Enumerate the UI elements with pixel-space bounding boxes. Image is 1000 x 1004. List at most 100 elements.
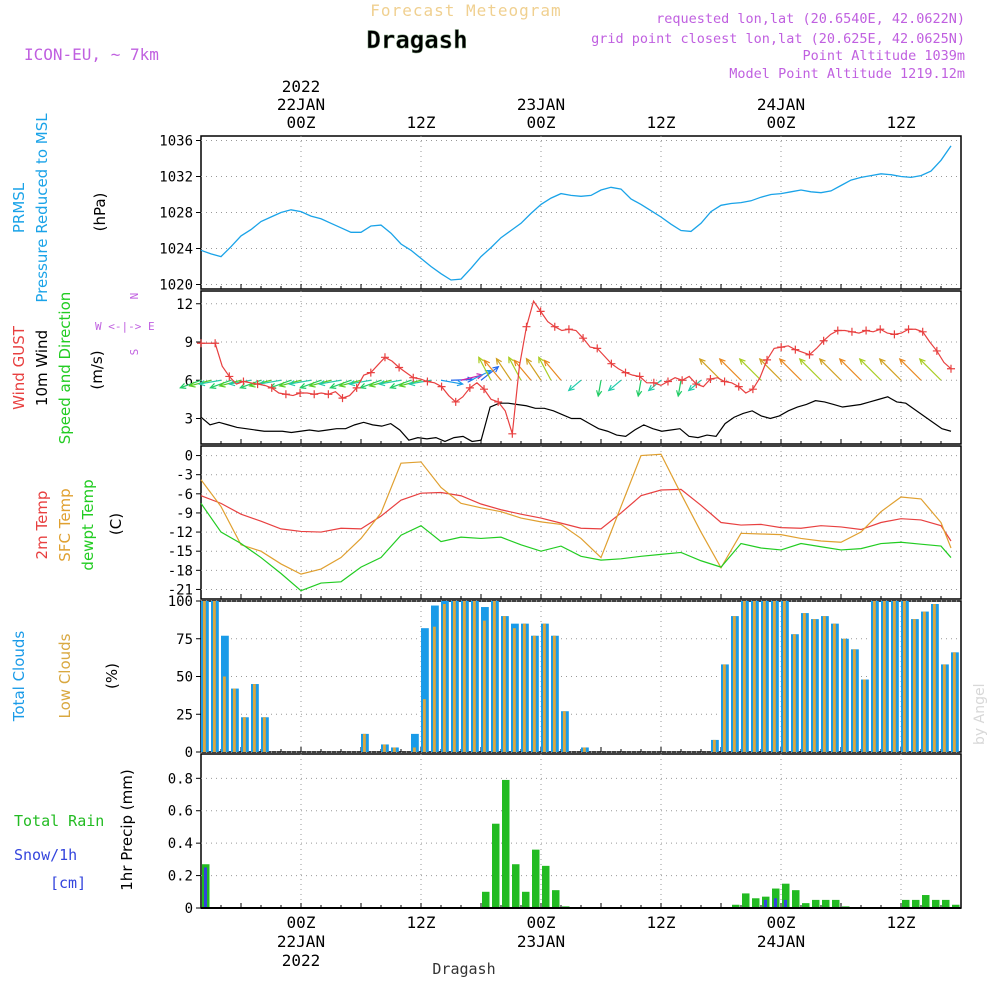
gust-marker bbox=[791, 345, 800, 354]
gust-marker bbox=[451, 397, 460, 406]
wind-arrow bbox=[508, 357, 522, 381]
y-tick-label: 0.8 bbox=[168, 771, 193, 787]
snow-bar bbox=[774, 898, 777, 908]
time-axis-label: 00Z bbox=[527, 913, 556, 932]
wind-arrow bbox=[608, 379, 622, 391]
total-clouds-label: Total Clouds bbox=[10, 631, 28, 723]
rain-bar bbox=[552, 890, 560, 908]
wind-arrow-head bbox=[299, 383, 307, 389]
snow-bar bbox=[784, 899, 787, 908]
wind-speed-series bbox=[200, 396, 952, 443]
low-clouds-bar bbox=[213, 601, 216, 752]
pressure-series bbox=[200, 145, 952, 281]
pressure-label: Pressure Reduced to MSL bbox=[33, 113, 51, 303]
wind-arrow-head bbox=[484, 370, 493, 376]
wind-arrow-head bbox=[818, 358, 826, 365]
wind-arrow bbox=[648, 379, 662, 391]
rain-bar bbox=[902, 899, 910, 908]
y-tick-label: 25 bbox=[176, 707, 193, 723]
wind-arrow-head bbox=[278, 381, 286, 388]
wind-arrow-head bbox=[368, 381, 376, 388]
gust-marker bbox=[550, 322, 559, 331]
low-clouds-bar bbox=[773, 601, 776, 752]
rain-label: Total Rain bbox=[14, 812, 104, 830]
wind-arrow-head bbox=[407, 380, 416, 387]
gust-marker bbox=[480, 385, 489, 394]
wind-arrow bbox=[360, 379, 382, 389]
wind-arrow bbox=[180, 379, 202, 389]
wind-arrow-head bbox=[647, 384, 655, 392]
low-clouds-bar bbox=[913, 619, 916, 752]
time-axis-label: 00Z bbox=[767, 113, 796, 132]
wind-arrow-head bbox=[607, 384, 615, 392]
time-axis-label: 24JAN bbox=[757, 932, 805, 951]
y-tick-label: 0.6 bbox=[168, 804, 193, 820]
gust-marker bbox=[720, 377, 729, 386]
time-axis-label: 22JAN bbox=[277, 95, 325, 114]
rain-bar bbox=[492, 823, 500, 908]
y-tick-label: -12 bbox=[168, 525, 193, 541]
gust-marker bbox=[267, 383, 276, 392]
rain-bar bbox=[502, 779, 510, 908]
low-clouds-bar bbox=[433, 626, 436, 752]
low-clouds-bar bbox=[443, 604, 446, 752]
wind-arrow bbox=[568, 379, 582, 391]
wind-arrow bbox=[899, 358, 922, 381]
gust-marker bbox=[593, 344, 602, 353]
wind-arrow-head bbox=[308, 381, 316, 388]
low-clouds-bar bbox=[943, 664, 946, 752]
rain-bar bbox=[542, 865, 550, 908]
model-label: ICON-EU, ~ 7km bbox=[24, 45, 159, 64]
wind-arrow-head bbox=[377, 380, 386, 387]
wind-arrow-head bbox=[543, 359, 551, 367]
low-clouds-bar bbox=[823, 616, 826, 752]
low-clouds-bar bbox=[713, 739, 716, 752]
time-axis-label: 2022 bbox=[282, 951, 321, 970]
requested-coords: requested lon,lat (20.6540E, 42.0622N) bbox=[656, 11, 965, 27]
y-tick-label: 0.2 bbox=[168, 869, 193, 885]
rain-bar bbox=[952, 904, 960, 908]
low-clouds-bar bbox=[803, 613, 806, 752]
gust-marker bbox=[621, 368, 630, 377]
low-clouds-bar bbox=[523, 623, 526, 752]
y-tick-label: -6 bbox=[176, 487, 193, 503]
wind-arrow-head bbox=[197, 380, 206, 387]
low-clouds-bar bbox=[533, 635, 536, 752]
y-tick-label: 3 bbox=[185, 412, 193, 428]
low-clouds-bar bbox=[893, 601, 896, 752]
wind-arrow bbox=[480, 366, 499, 381]
wind-arrow bbox=[289, 379, 312, 385]
gust-marker bbox=[947, 364, 955, 373]
gust-marker bbox=[310, 390, 319, 399]
y-tick-label: -9 bbox=[176, 506, 193, 522]
time-axis-label: 12Z bbox=[887, 113, 916, 132]
gust-marker bbox=[536, 307, 545, 316]
wind-arrow-head bbox=[218, 381, 226, 388]
time-axis-label: 23JAN bbox=[517, 95, 565, 114]
y-tick-label: 0 bbox=[185, 449, 193, 465]
wind-label: 10m Wind bbox=[33, 330, 51, 406]
time-axis-label: 12Z bbox=[407, 913, 436, 932]
rain-bar bbox=[522, 891, 530, 908]
rain-bar bbox=[822, 899, 830, 908]
wind-arrow-head bbox=[188, 381, 196, 388]
gust-marker bbox=[366, 368, 375, 377]
low-clouds-bar bbox=[953, 652, 956, 752]
wind-arrow-head bbox=[398, 381, 406, 388]
wind-arrow bbox=[390, 379, 412, 389]
wind-arrow-head bbox=[718, 358, 726, 365]
gust-marker bbox=[437, 382, 446, 391]
time-axis-label: 12Z bbox=[887, 913, 916, 932]
y-tick-label: 12 bbox=[176, 297, 193, 313]
wind-arrow-head bbox=[918, 358, 926, 365]
compass-n: N bbox=[128, 293, 141, 300]
gust-marker bbox=[225, 372, 234, 381]
total-clouds-bar bbox=[421, 628, 429, 752]
gust-marker bbox=[890, 330, 899, 339]
chart-title: Dragash bbox=[366, 26, 467, 54]
y-tick-label: 1024 bbox=[159, 242, 193, 258]
gust-marker bbox=[197, 339, 205, 348]
low-clouds-bar bbox=[223, 676, 226, 752]
low-clouds-bar bbox=[393, 747, 396, 752]
